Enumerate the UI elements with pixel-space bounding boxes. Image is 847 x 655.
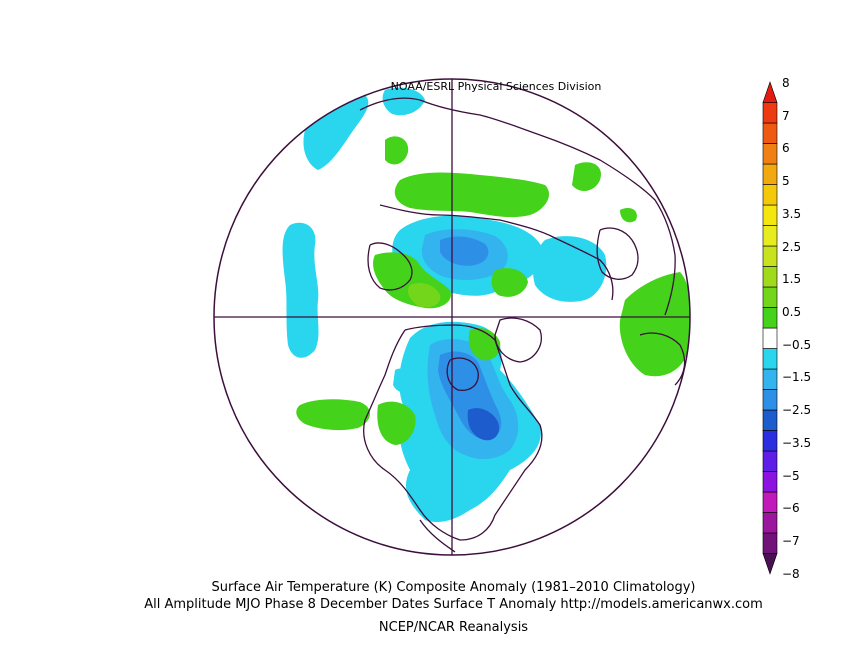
caption-line-1: Surface Air Temperature (K) Composite An… <box>211 580 696 595</box>
colorbar-swatch <box>762 450 778 472</box>
colorbar-tick-label: −3.5 <box>782 436 811 450</box>
colorbar-tick-label: −7 <box>782 534 800 548</box>
green-region-ural <box>385 136 409 165</box>
green-region-yukon <box>407 283 441 308</box>
cyan-region-aleutian <box>382 87 425 116</box>
colorbar-swatch <box>762 245 778 267</box>
colorbar-tick-label: −5 <box>782 469 800 483</box>
credit-text: NOAA/ESRL Physical Sciences Division <box>390 80 602 93</box>
colorbar-swatch <box>762 204 778 226</box>
coast-alaska <box>367 242 413 291</box>
colorbar-tick-label: 5 <box>782 174 790 188</box>
colorbar-tick-label: 1.5 <box>782 272 801 286</box>
green-region-scandinavia <box>620 208 637 223</box>
coastlines <box>359 97 686 553</box>
colorbar-swatch <box>762 163 778 185</box>
colorbar-tick-label: 6 <box>782 141 790 155</box>
green-region-siberia-west <box>394 172 550 218</box>
anomaly-shading <box>282 87 690 522</box>
colorbar-tick-label: 7 <box>782 109 790 123</box>
colorbar-swatch <box>762 286 778 308</box>
coast-africa <box>639 332 686 386</box>
colorbar-swatch <box>762 368 778 390</box>
colorbar-swatch <box>762 266 778 288</box>
map-border <box>213 78 691 556</box>
coast-eurasia <box>359 97 676 316</box>
coast-europe <box>596 227 639 280</box>
colorbar-swatch <box>762 512 778 534</box>
coast-siberia-arctic <box>379 204 614 301</box>
colorbar-tick-label: −0.5 <box>782 338 811 352</box>
deep-blue-region-great-lakes <box>467 408 500 441</box>
colorbar-tick-label: 8 <box>782 76 790 90</box>
colorbar-swatch <box>762 143 778 165</box>
green-region-canada-north <box>468 328 501 361</box>
colorbar-tick-label: 0.5 <box>782 305 801 319</box>
colorbar: −8 −7 −6 −5 −3.5 −2.5 −1.5 −0.5 0.5 1.5 2.5 3.5 5 6 7 8 <box>762 76 811 581</box>
colorbar-swatch <box>762 348 778 370</box>
green-region-pacific-east <box>377 401 416 445</box>
colorbar-tick-label: 3.5 <box>782 207 801 221</box>
caption-line-2: All Amplitude MJO Phase 8 December Dates… <box>144 597 763 612</box>
colorbar-tick-label: −6 <box>782 501 800 515</box>
colorbar-swatch <box>762 471 778 493</box>
colorbar-swatch <box>762 409 778 431</box>
colorbar-swatch <box>762 122 778 144</box>
colorbar-swatch <box>762 225 778 247</box>
coast-hudson-bay <box>446 357 479 391</box>
colorbar-swatch <box>762 491 778 513</box>
cyan-region-north-atlantic-east <box>393 368 416 393</box>
cyan-region-siberia <box>533 236 607 302</box>
colorbar-tick-label: −8 <box>782 567 800 581</box>
green-region-north-africa <box>619 272 690 377</box>
colorbar-swatch <box>762 184 778 206</box>
coast-greenland <box>494 317 542 363</box>
colorbar-swatch <box>762 553 778 575</box>
cyan-region-north-atlantic <box>282 222 319 358</box>
green-region-arctic-canada <box>491 268 528 297</box>
colorbar-swatch <box>762 532 778 554</box>
colorbar-tick-label: −1.5 <box>782 370 811 384</box>
colorbar-swatch <box>762 430 778 452</box>
colorbar-swatch <box>762 389 778 411</box>
colorbar-tick-label: −2.5 <box>782 403 811 417</box>
colorbar-swatch <box>762 102 778 124</box>
green-region-east-siberia <box>572 162 601 192</box>
caption-line-3: NCEP/NCAR Reanalysis <box>378 620 529 635</box>
colorbar-swatch <box>762 307 778 329</box>
green-region-pacific <box>296 399 370 431</box>
colorbar-swatch <box>762 327 778 349</box>
colorbar-tick-label: 2.5 <box>782 240 801 254</box>
colorbar-swatch <box>762 81 778 103</box>
cyan-region-north-pacific-west <box>303 95 369 170</box>
